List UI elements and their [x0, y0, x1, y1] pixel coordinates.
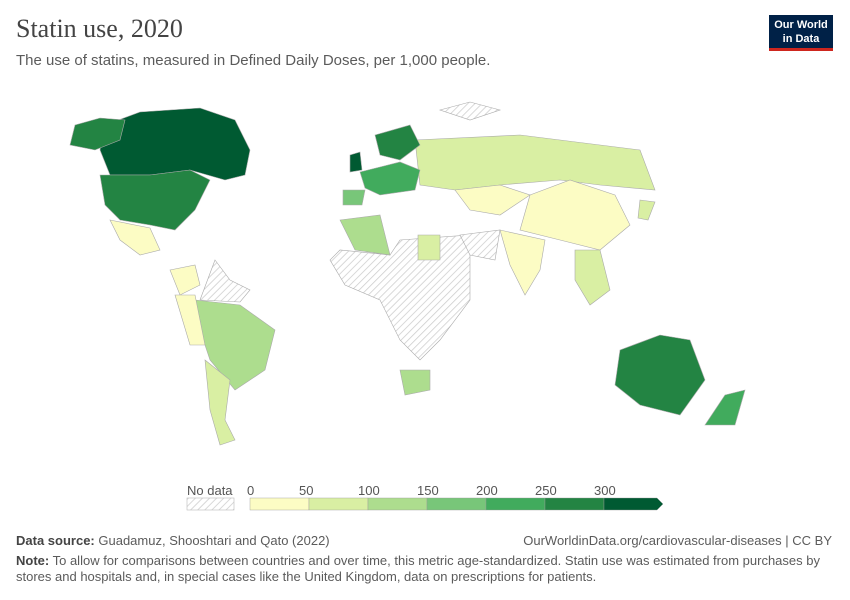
note: Note: To allow for comparisons between c… [16, 553, 820, 584]
country-japan[interactable] [637, 199, 656, 221]
country-spain[interactable] [342, 189, 366, 206]
country-kazakhstan[interactable] [454, 184, 531, 216]
country-canada[interactable] [99, 107, 251, 181]
country-united-states[interactable] [99, 169, 211, 231]
country-scandinavia[interactable] [374, 124, 421, 161]
country-southeast-asia[interactable] [574, 249, 611, 306]
legend-bin[interactable] [544, 497, 605, 511]
world-map[interactable] [0, 90, 850, 470]
legend-bin[interactable] [367, 497, 428, 511]
country-mexico[interactable] [109, 219, 161, 256]
legend-tick: 300 [594, 483, 616, 498]
country-no-data[interactable] [459, 229, 501, 261]
legend-tick: 0 [247, 483, 255, 498]
country-no-data[interactable] [329, 234, 471, 361]
legend-tick: 100 [358, 483, 380, 498]
country-western-europe[interactable] [359, 161, 421, 196]
country-algeria[interactable] [339, 214, 391, 256]
source-link[interactable]: OurWorldinData.org/cardiovascular-diseas… [523, 533, 832, 548]
country-no-data[interactable] [438, 101, 502, 121]
legend-bin[interactable] [308, 497, 369, 511]
legend-tick: 50 [299, 483, 314, 498]
country-china[interactable] [519, 179, 631, 251]
country-russia[interactable] [414, 134, 656, 191]
data-source: Data source: Guadamuz, Shooshtari and Qa… [16, 533, 330, 548]
owid-logo[interactable]: Our World in Data [769, 15, 833, 51]
legend-no-data-swatch [186, 497, 235, 511]
legend-tick: 250 [535, 483, 557, 498]
country-argentina[interactable] [204, 359, 236, 446]
page-title: Statin use, 2020 [16, 14, 183, 43]
legend-bin[interactable] [249, 497, 310, 511]
country-south-africa[interactable] [399, 369, 431, 396]
legend-bin[interactable] [485, 497, 546, 511]
country-peru[interactable] [174, 294, 206, 346]
country-greenland[interactable] [69, 117, 126, 151]
country-no-data[interactable] [199, 259, 251, 303]
country-india[interactable] [499, 229, 546, 296]
country-australia[interactable] [614, 334, 706, 416]
country-colombia[interactable] [169, 264, 201, 296]
legend-bin[interactable] [426, 497, 487, 511]
legend [186, 497, 664, 511]
country-united-kingdom[interactable] [349, 151, 363, 173]
page-subtitle: The use of statins, measured in Defined … [16, 52, 491, 69]
legend-no-data-label: No data [187, 483, 233, 498]
legend-bin[interactable] [603, 497, 664, 511]
legend-tick: 200 [476, 483, 498, 498]
country-egypt[interactable] [417, 234, 441, 261]
legend-tick: 150 [417, 483, 439, 498]
country-new-zealand[interactable] [704, 389, 746, 426]
